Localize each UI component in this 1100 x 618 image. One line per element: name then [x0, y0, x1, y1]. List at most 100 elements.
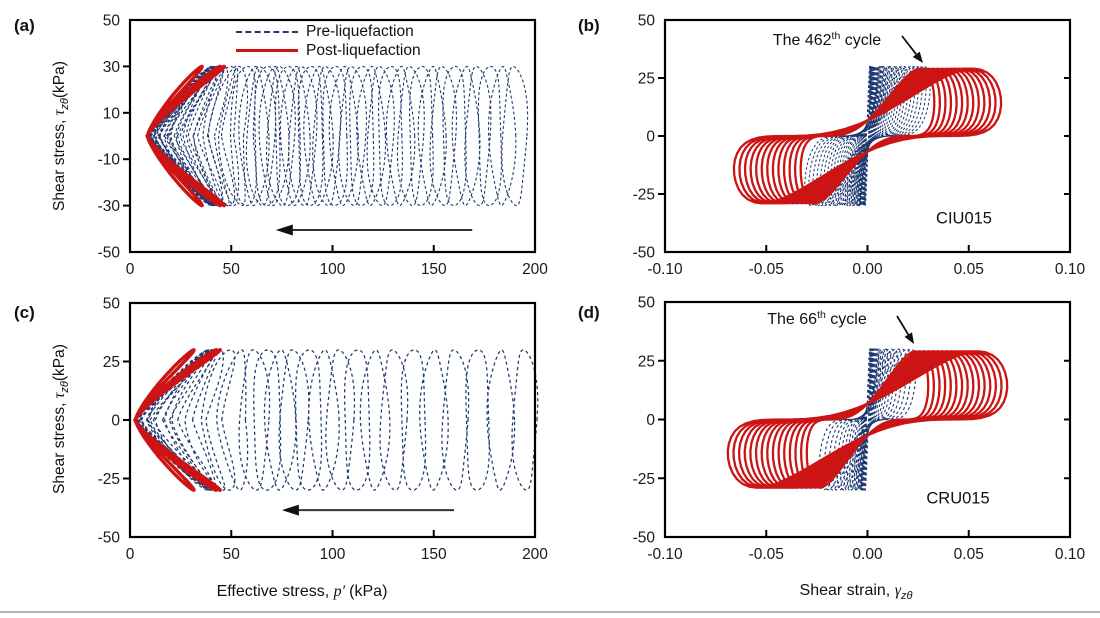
series-pre-liquefaction	[818, 348, 917, 491]
y-tick-label: -50	[98, 245, 121, 262]
annotation-text: The 462	[772, 32, 832, 50]
y-tick-label: 50	[103, 296, 121, 313]
x-tick-label: -0.10	[647, 546, 683, 563]
y-tick-label: 0	[111, 413, 120, 430]
y-tick-label: 25	[103, 354, 120, 371]
y-tick-label: 25	[638, 353, 655, 370]
panel-c-y-axis-title: Shear stress, τzθ(kPa)	[51, 344, 71, 494]
tau-symbol: τ	[50, 392, 68, 399]
dashed-line-sample	[236, 30, 298, 33]
series-post-liquefaction	[133, 348, 222, 492]
y-tick-label: 25	[638, 71, 655, 88]
tau-subscript: zθ	[59, 98, 72, 110]
x-tick-label: 200	[522, 546, 548, 563]
panel-c-x-axis-title: Effective stress, p′ (kPa)	[217, 583, 388, 601]
series-post-liquefaction	[732, 67, 1003, 205]
tau-subscript: zθ	[59, 381, 72, 393]
arrowhead-icon	[275, 224, 293, 236]
legend-item-pre-liquefaction: Pre-liquefaction	[236, 22, 421, 41]
y-tick-label: -25	[98, 471, 120, 488]
series-post-liquefaction	[145, 64, 226, 208]
x-tick-label: 100	[320, 546, 346, 563]
annotation-text: cycle	[825, 311, 867, 329]
y-tick-label: 10	[103, 105, 121, 122]
y-tick-label: -50	[633, 245, 656, 262]
x-tick-label: 0.10	[1055, 546, 1086, 563]
x-tick-label: 150	[421, 546, 447, 563]
series-post-liquefaction	[726, 350, 1009, 489]
gamma-symbol: γ	[894, 581, 901, 599]
y-tick-label: -10	[98, 152, 121, 169]
y-tick-label: -25	[633, 471, 655, 488]
panel-a-letter: (a)	[14, 16, 35, 35]
panel-b-letter: (b)	[578, 16, 600, 35]
panel-d-x-axis-title: Shear strain, γzθ	[800, 582, 913, 602]
x-tick-label: 0.10	[1055, 261, 1086, 278]
y-tick-label: 50	[638, 295, 656, 312]
panel-b-plot: -0.10 -0.05 0.00 0.05 0.10 50 25 0 -25 -50	[633, 13, 1086, 279]
panel-d-test-label: CRU015	[926, 489, 990, 508]
x-tick-label: 0	[126, 261, 135, 278]
panel-a-y-axis-title: Shear stress, τzθ(kPa)	[51, 61, 71, 211]
y-tick-label: -50	[633, 530, 656, 547]
annotation-arrow	[896, 315, 910, 336]
y-tick-label: 30	[103, 59, 121, 76]
panel-b-test-label: CIU015	[936, 209, 992, 228]
y-tick-label: -25	[633, 187, 655, 204]
arrowhead-icon	[904, 332, 914, 344]
legend-label-pre: Pre-liquefaction	[306, 22, 414, 40]
legend-label-post: Post-liquefaction	[306, 41, 421, 59]
y-tick-label: -30	[98, 198, 121, 215]
panel-a-plot: 0 50 100 150 200 50 30 10 -10 -30 -50	[98, 13, 549, 279]
arrowhead-icon	[912, 51, 923, 63]
x-tick-label: 50	[223, 546, 241, 563]
arrowhead-icon	[281, 504, 299, 516]
annotation-text: cycle	[840, 32, 882, 50]
x-tick-label: 50	[223, 261, 241, 278]
x-tick-label: 100	[320, 261, 346, 278]
plot-frame	[663, 18, 1072, 254]
x-tick-label: 0	[126, 546, 135, 563]
p-prime-symbol: p′	[333, 583, 346, 600]
panel-d-letter: (d)	[578, 303, 600, 322]
y-tick-label: 0	[646, 412, 655, 429]
x-title-units: (kPa)	[349, 583, 388, 600]
x-tick-label: 0.05	[954, 546, 984, 563]
x-tick-label: -0.05	[749, 546, 784, 563]
plot-frame	[663, 300, 1072, 539]
y-title-prefix: Shear stress,	[50, 398, 68, 494]
panel-c-plot: 0 50 100 150 200 50 25 0 -25 -50	[98, 296, 549, 564]
y-tick-label: 50	[638, 13, 656, 30]
x-tick-label: 0.00	[852, 546, 883, 563]
ordinal-superscript: th	[831, 29, 841, 42]
panel-d-plot: -0.10 -0.05 0.00 0.05 0.10 50 25 0 -25 -50	[633, 295, 1086, 563]
x-tick-label: 150	[421, 261, 447, 278]
y-title-prefix: Shear stress,	[50, 115, 68, 211]
tau-symbol: τ	[50, 109, 68, 116]
gamma-subscript: zθ	[901, 590, 913, 603]
series-pre-liquefaction	[804, 65, 931, 207]
y-title-units: (kPa)	[50, 61, 68, 99]
annotation-text: The 66	[767, 311, 818, 329]
x-tick-label: -0.05	[749, 261, 784, 278]
panel-b-cycle-annotation: The 462th cycle	[773, 30, 881, 50]
ordinal-superscript: th	[817, 308, 826, 321]
x-tick-label: 0.05	[954, 261, 984, 278]
bottom-rule	[0, 611, 1100, 613]
x-tick-label: 0.00	[852, 261, 883, 278]
legend-item-post-liquefaction: Post-liquefaction	[236, 41, 421, 60]
series-pre-liquefaction	[145, 65, 529, 207]
annotation-arrow	[901, 35, 917, 55]
x-title-prefix: Shear strain,	[799, 581, 895, 599]
x-tick-label: -0.10	[647, 261, 683, 278]
panel-d-cycle-annotation: The 66th cycle	[767, 309, 866, 329]
panel-c-letter: (c)	[14, 303, 35, 322]
plot-frame	[128, 301, 537, 539]
x-title-prefix: Effective stress,	[216, 583, 334, 600]
y-title-units: (kPa)	[50, 344, 68, 382]
y-tick-label: -50	[98, 530, 121, 547]
y-tick-label: 0	[646, 129, 655, 146]
x-tick-label: 200	[522, 261, 548, 278]
solid-line-sample	[236, 48, 298, 53]
